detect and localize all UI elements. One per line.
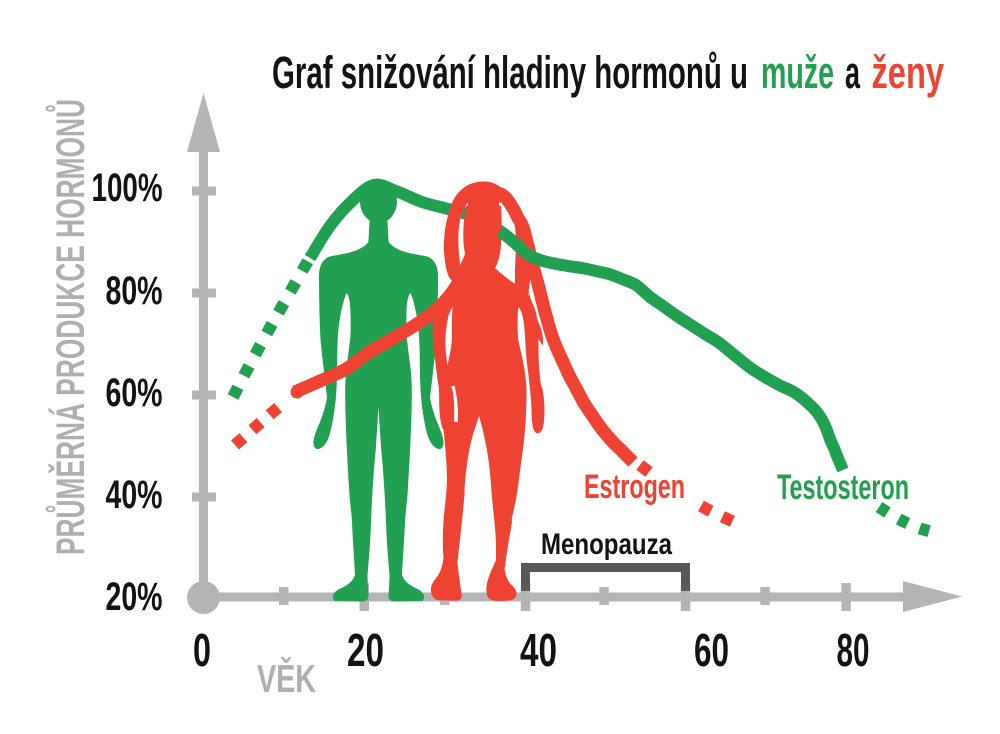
svg-text:20: 20 (347, 624, 384, 676)
svg-text:80: 80 (837, 624, 870, 676)
svg-text:ženy: ženy (872, 47, 945, 98)
svg-text:0: 0 (193, 624, 211, 676)
svg-text:a: a (845, 47, 861, 98)
svg-text:Testosteron: Testosteron (777, 468, 909, 507)
svg-text:PRŮMĚRNÁ PRODUKCE HORMONŮ: PRŮMĚRNÁ PRODUKCE HORMONŮ (44, 99, 93, 555)
svg-text:60: 60 (694, 624, 729, 676)
svg-text:100%: 100% (92, 166, 163, 210)
svg-text:muže: muže (761, 47, 834, 98)
svg-text:20%: 20% (106, 575, 163, 619)
svg-text:40: 40 (520, 624, 557, 676)
svg-text:40%: 40% (106, 473, 163, 517)
svg-text:Graf snižování hladiny hormonů: Graf snižování hladiny hormonů u (272, 47, 748, 98)
svg-text:Estrogen: Estrogen (584, 468, 685, 506)
svg-text:80%: 80% (106, 269, 163, 313)
svg-text:60%: 60% (106, 371, 163, 415)
svg-text:Menopauza: Menopauza (541, 528, 672, 561)
svg-text:VĚK: VĚK (257, 657, 316, 701)
